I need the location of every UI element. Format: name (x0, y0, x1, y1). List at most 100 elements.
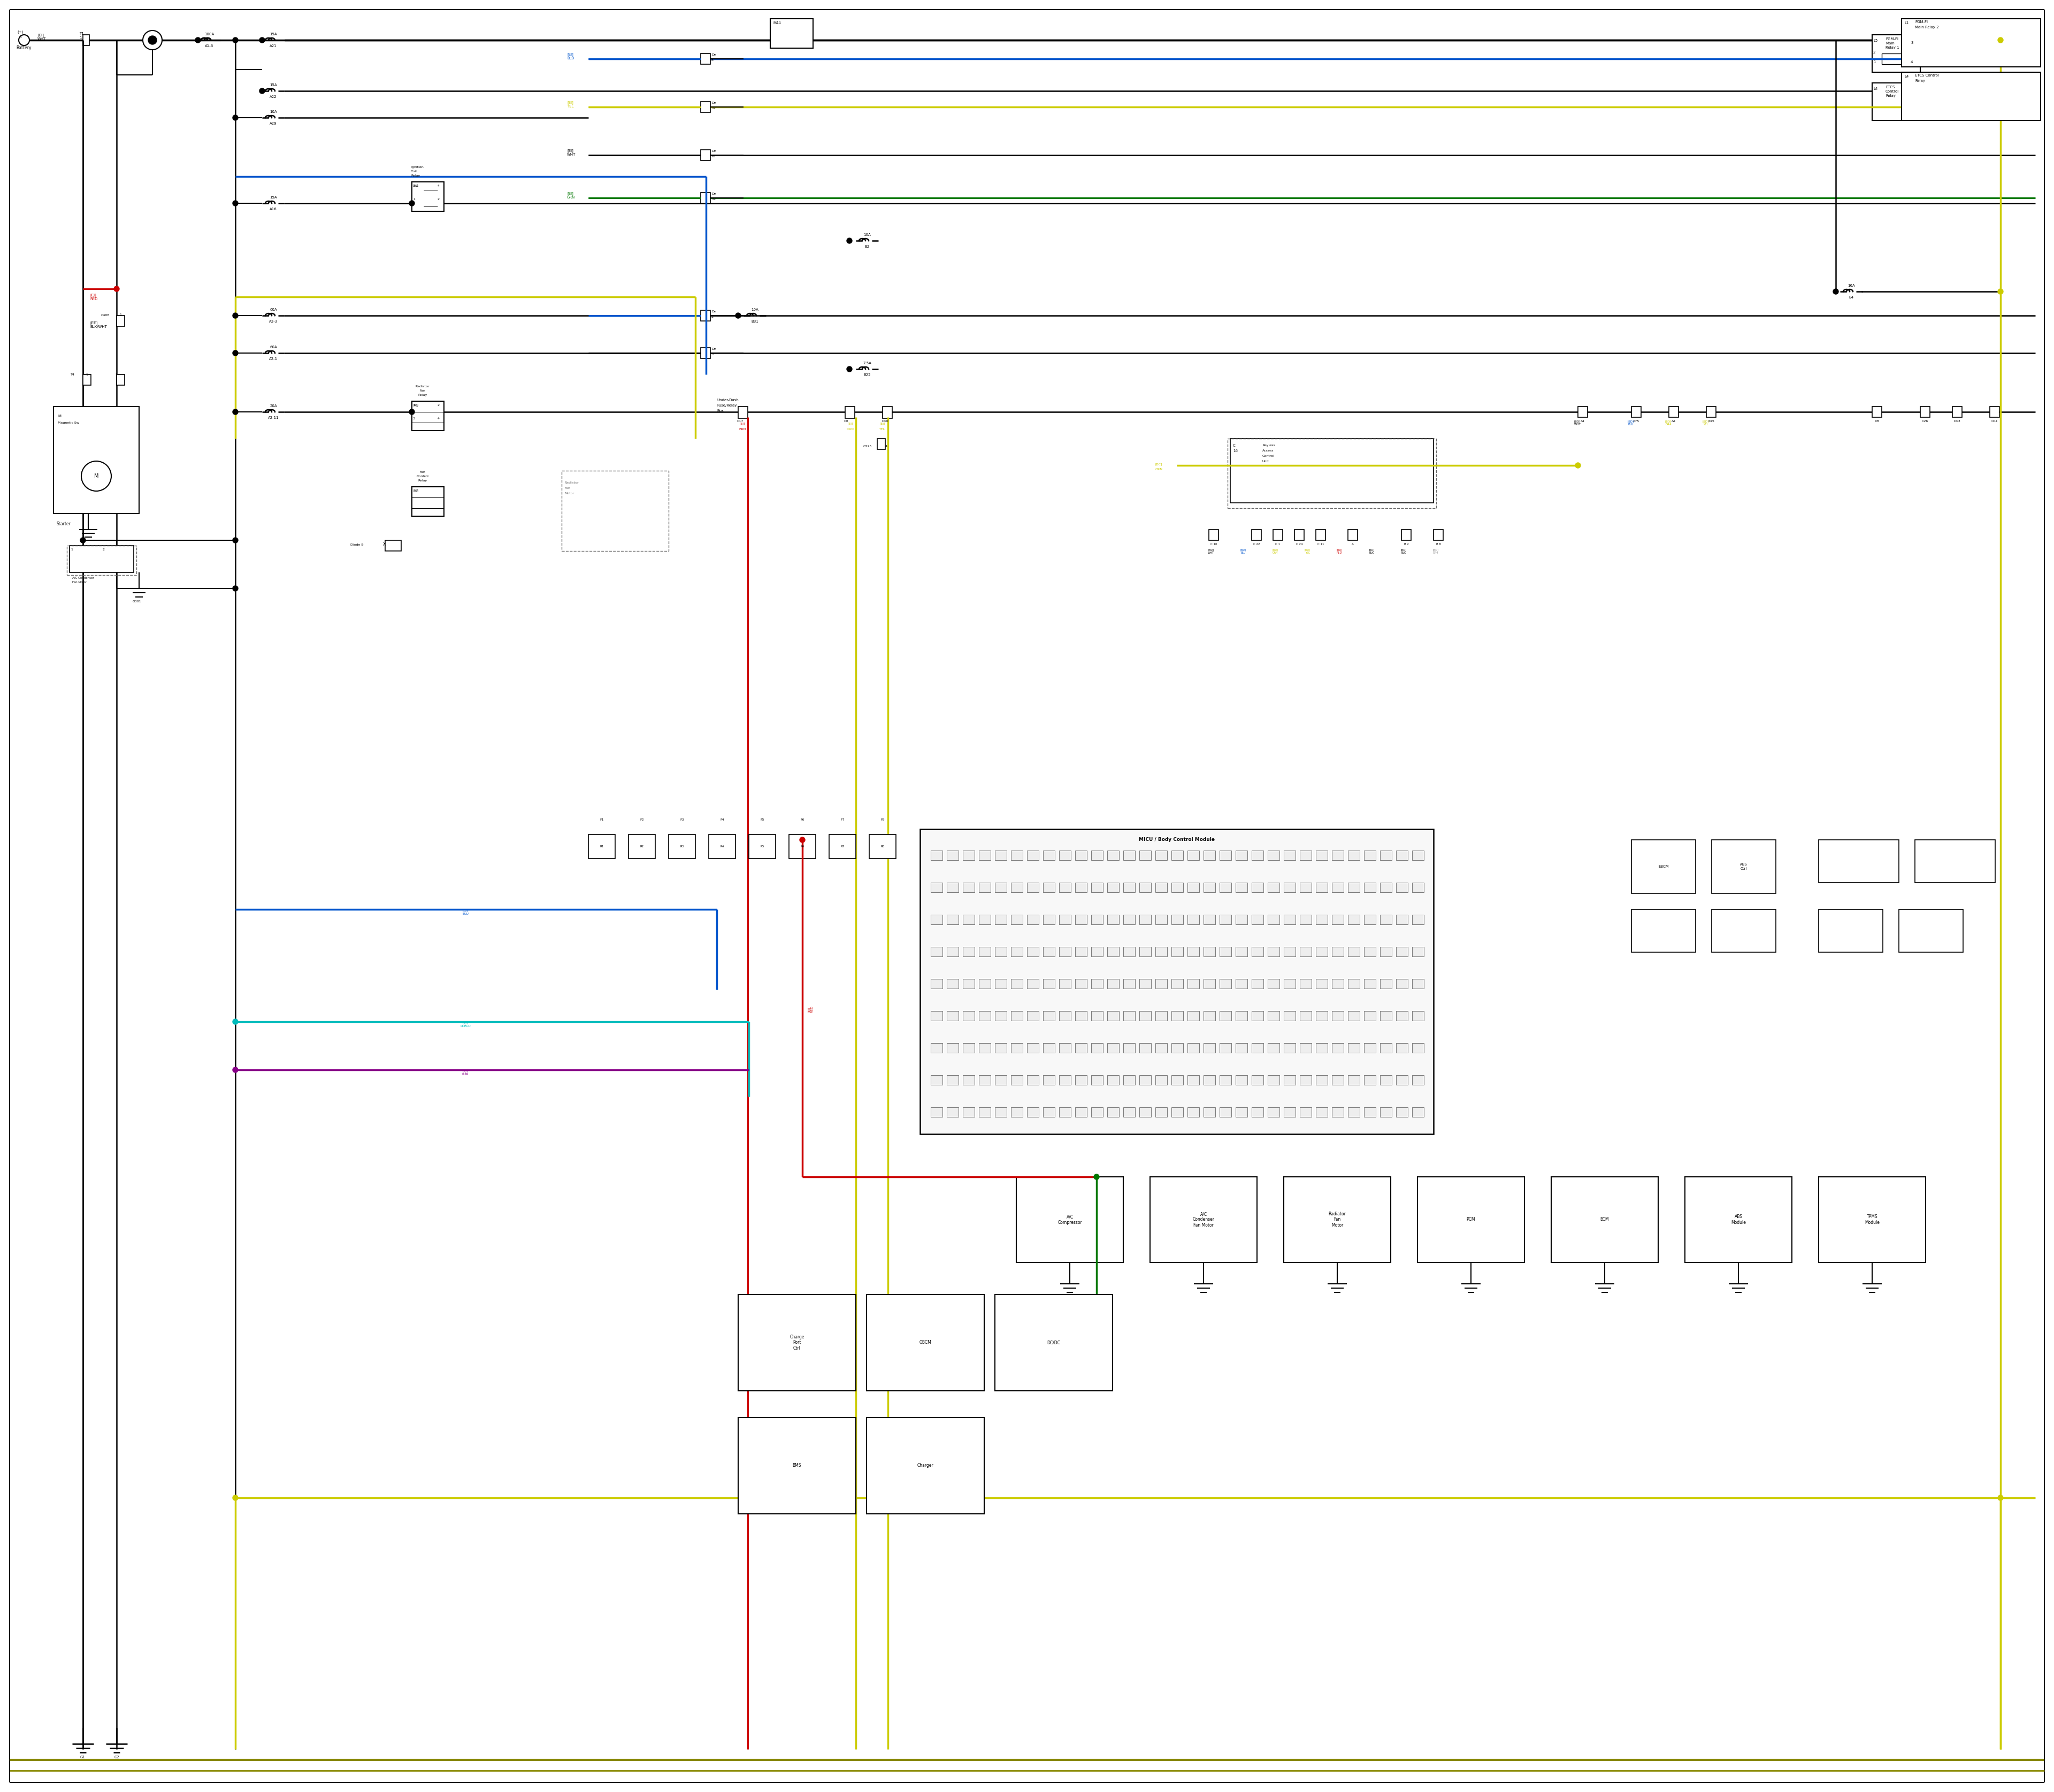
Bar (53, 407, 140, 514)
Text: R5: R5 (760, 844, 764, 848)
Bar (1091, 1075, 1103, 1084)
Text: 1: 1 (86, 373, 88, 376)
Bar (930, 1075, 943, 1084)
Bar (1317, 883, 1327, 892)
Bar (1204, 1107, 1216, 1116)
Circle shape (82, 461, 111, 491)
Bar (1300, 1011, 1313, 1021)
Bar (1347, 851, 1360, 860)
Text: 2: 2 (438, 197, 440, 201)
Bar (1267, 946, 1280, 957)
Text: R4: R4 (721, 844, 725, 848)
Text: M44: M44 (772, 22, 781, 25)
Bar (1171, 1075, 1183, 1084)
Bar (1060, 914, 1070, 925)
Bar (1267, 851, 1280, 860)
Bar (1171, 946, 1183, 957)
Text: 60A: 60A (269, 346, 277, 349)
Bar (1043, 1107, 1056, 1116)
Text: WHT: WHT (37, 38, 45, 41)
Circle shape (1999, 1495, 2003, 1500)
Bar (1300, 1107, 1313, 1116)
Text: Radiator: Radiator (565, 482, 579, 484)
Text: F4: F4 (721, 819, 725, 821)
Bar (1187, 978, 1200, 989)
Text: F7: F7 (840, 819, 844, 821)
Text: R1: R1 (600, 844, 604, 848)
Text: Fan Motor: Fan Motor (72, 581, 86, 584)
Text: C225: C225 (863, 446, 871, 448)
Text: 1: 1 (70, 548, 72, 550)
Bar (1364, 914, 1376, 925)
Text: Dn: Dn (711, 102, 717, 104)
Bar (963, 914, 974, 925)
Bar (1284, 1107, 1296, 1116)
Bar (1267, 1075, 1280, 1084)
Bar (1210, 530, 1218, 539)
Bar (1107, 851, 1119, 860)
Text: Dn: Dn (711, 310, 717, 314)
Bar (1267, 1011, 1280, 1021)
Text: [BD]
BLK: [BD] BLK (1368, 548, 1374, 554)
Bar (1011, 946, 1023, 957)
Bar (1251, 530, 1261, 539)
Bar (1107, 946, 1119, 957)
Text: 16: 16 (1232, 450, 1239, 453)
Bar (1124, 1107, 1136, 1116)
Text: B 8: B 8 (1436, 543, 1440, 545)
Text: 10A: 10A (269, 109, 277, 113)
Bar (1154, 883, 1167, 892)
Text: Relay 1: Relay 1 (1886, 47, 1900, 48)
Text: Under-Dash: Under-Dash (717, 398, 739, 401)
Bar (1011, 883, 1023, 892)
Bar (670, 835, 696, 858)
Bar (1317, 851, 1327, 860)
Text: Radiator: Radiator (415, 385, 429, 387)
Bar (1074, 1011, 1087, 1021)
Bar (1331, 1043, 1343, 1052)
Bar (1140, 1075, 1150, 1084)
Bar (1251, 1107, 1263, 1116)
Bar (1140, 1107, 1150, 1116)
Text: 15A: 15A (269, 32, 277, 36)
Text: R7: R7 (840, 844, 844, 848)
Bar (1107, 1075, 1119, 1084)
Text: 2: 2 (103, 548, 105, 550)
Bar (1317, 1075, 1327, 1084)
Text: 7.5A: 7.5A (863, 362, 871, 366)
Circle shape (195, 38, 201, 43)
Bar (1684, 1177, 1791, 1262)
Bar (413, 401, 444, 430)
Bar (1124, 1075, 1136, 1084)
Bar (930, 946, 943, 957)
Bar (1902, 18, 2040, 66)
Text: [EJ]: [EJ] (567, 52, 573, 56)
Bar (994, 1075, 1006, 1084)
Bar (1364, 851, 1376, 860)
Bar (1413, 1043, 1423, 1052)
Text: [EJ]: [EJ] (567, 100, 573, 104)
Text: ETCS: ETCS (1886, 86, 1894, 90)
Text: M4: M4 (413, 185, 419, 188)
Bar (1124, 1011, 1136, 1021)
Bar (1317, 530, 1325, 539)
Bar (1294, 530, 1304, 539)
Bar (1060, 1107, 1070, 1116)
Text: Fan: Fan (419, 389, 425, 392)
Bar (700, 54, 711, 65)
Bar (1091, 1043, 1103, 1052)
Text: F5: F5 (760, 819, 764, 821)
Bar (1027, 1075, 1039, 1084)
Text: A2-3: A2-3 (269, 321, 277, 323)
Bar (1251, 1075, 1263, 1084)
Bar (1668, 407, 1678, 418)
Bar (1204, 946, 1216, 957)
Bar (1413, 1075, 1423, 1084)
Text: 28: 28 (711, 156, 715, 158)
Text: OBCM: OBCM (920, 1340, 930, 1346)
Bar (963, 1011, 974, 1021)
Text: [BD]
BLK: [BD] BLK (1401, 548, 1407, 554)
Bar (1273, 530, 1282, 539)
Text: GRN: GRN (567, 195, 575, 199)
Bar (1364, 1107, 1376, 1116)
